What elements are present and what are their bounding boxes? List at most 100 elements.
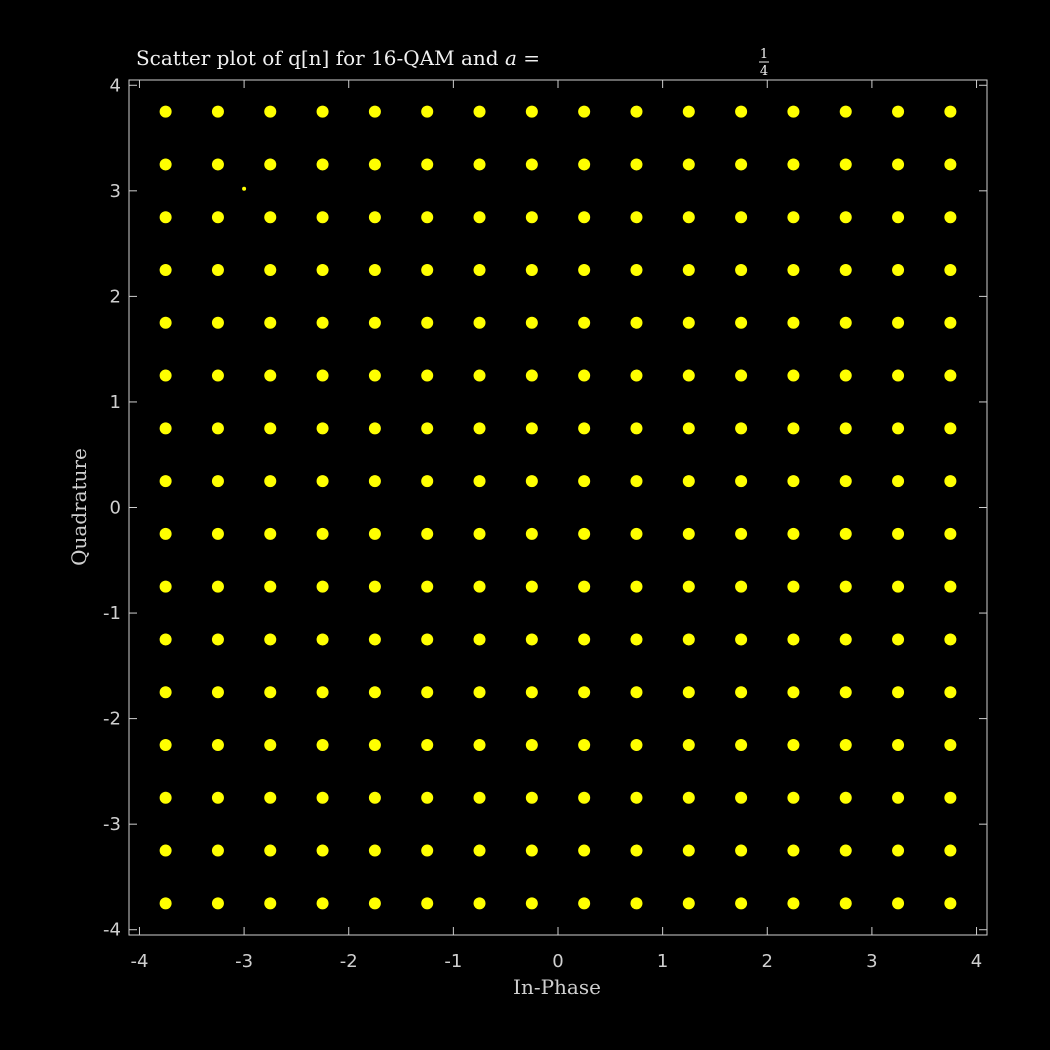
constellation-point xyxy=(630,105,643,118)
constellation-point xyxy=(525,580,538,593)
constellation-point xyxy=(578,739,591,751)
constellation-point xyxy=(525,739,538,751)
constellation-point xyxy=(944,527,957,540)
x-axis-label: In-Phase xyxy=(513,975,601,999)
constellation-point xyxy=(264,527,277,540)
constellation-point xyxy=(787,844,800,857)
constellation-point xyxy=(839,686,852,699)
x-tick-label: -4 xyxy=(130,951,148,972)
constellation-point xyxy=(421,211,434,224)
constellation-point xyxy=(159,105,172,118)
constellation-point xyxy=(368,316,381,329)
y-axis-label: Quadrature xyxy=(67,448,91,566)
constellation-point xyxy=(473,422,486,435)
constellation-point xyxy=(578,369,591,382)
constellation-point xyxy=(264,686,277,699)
constellation-point xyxy=(944,422,957,435)
constellation-point xyxy=(473,844,486,857)
constellation-point xyxy=(421,316,434,329)
constellation-point xyxy=(316,580,329,593)
constellation-point xyxy=(421,105,434,118)
constellation-point xyxy=(525,316,538,329)
constellation-point xyxy=(264,633,277,646)
constellation-point xyxy=(630,316,643,329)
constellation-point xyxy=(839,264,852,276)
constellation-point xyxy=(630,580,643,593)
constellation-point xyxy=(525,897,538,910)
constellation-point xyxy=(264,791,277,804)
constellation-point xyxy=(211,316,224,329)
constellation-point xyxy=(839,105,852,118)
constellation-point xyxy=(368,527,381,540)
constellation-point xyxy=(735,791,748,804)
constellation-point xyxy=(787,791,800,804)
outlier-point xyxy=(242,186,247,191)
constellation-point xyxy=(839,580,852,593)
chart-title: Scatter plot of q[n] for 16-QAM and a = xyxy=(136,46,540,70)
constellation-point xyxy=(211,369,224,382)
constellation-point xyxy=(630,686,643,699)
constellation-point xyxy=(368,739,381,751)
constellation-point xyxy=(839,475,852,488)
constellation-point xyxy=(630,527,643,540)
axes-frame xyxy=(128,79,988,936)
constellation-point xyxy=(316,844,329,857)
constellation-point xyxy=(421,369,434,382)
constellation-point xyxy=(421,264,434,276)
constellation-point xyxy=(944,158,957,171)
constellation-point xyxy=(368,475,381,488)
constellation-point xyxy=(159,686,172,699)
y-tick-label: 0 xyxy=(110,498,121,519)
constellation-point xyxy=(421,739,434,751)
constellation-point xyxy=(316,158,329,171)
constellation-point xyxy=(211,527,224,540)
constellation-point xyxy=(211,791,224,804)
constellation-point xyxy=(787,105,800,118)
constellation-point xyxy=(892,422,905,435)
constellation-point xyxy=(630,422,643,435)
constellation-point xyxy=(944,369,957,382)
constellation-point xyxy=(682,264,695,276)
constellation-point xyxy=(159,369,172,382)
constellation-point xyxy=(735,422,748,435)
constellation-point xyxy=(787,633,800,646)
constellation-point xyxy=(944,316,957,329)
constellation-point xyxy=(159,527,172,540)
y-tick-label: -2 xyxy=(103,709,121,730)
constellation-point xyxy=(211,580,224,593)
constellation-point xyxy=(839,844,852,857)
constellation-point xyxy=(473,739,486,751)
constellation-point xyxy=(682,580,695,593)
constellation-point xyxy=(473,316,486,329)
title-fraction-denominator: 4 xyxy=(760,64,768,79)
y-tick-label: 3 xyxy=(110,181,121,202)
constellation-point xyxy=(421,897,434,910)
constellation-point xyxy=(892,527,905,540)
constellation-point xyxy=(787,527,800,540)
constellation-point xyxy=(473,897,486,910)
constellation-point xyxy=(578,211,591,224)
constellation-point xyxy=(316,422,329,435)
constellation-point xyxy=(892,316,905,329)
constellation-point xyxy=(421,686,434,699)
constellation-point xyxy=(630,211,643,224)
constellation-point xyxy=(735,580,748,593)
constellation-point xyxy=(421,475,434,488)
constellation-point xyxy=(159,897,172,910)
constellation-point xyxy=(630,264,643,276)
y-tick-label: 4 xyxy=(110,75,121,96)
constellation-point xyxy=(473,369,486,382)
constellation-point xyxy=(421,844,434,857)
y-tick-label: 2 xyxy=(110,286,121,307)
constellation-point xyxy=(578,897,591,910)
chart-title-equals: = xyxy=(517,46,540,70)
constellation-point xyxy=(578,686,591,699)
constellation-point xyxy=(264,211,277,224)
constellation-point xyxy=(944,264,957,276)
constellation-point xyxy=(787,158,800,171)
constellation-point xyxy=(264,422,277,435)
constellation-point xyxy=(944,633,957,646)
axis-ticks: -4 -3 -2 -1 0 1 2 3 4 -4 -3 -2 -1 0 1 2 3 4 xyxy=(103,75,987,972)
constellation-point xyxy=(578,158,591,171)
constellation-point xyxy=(944,475,957,488)
